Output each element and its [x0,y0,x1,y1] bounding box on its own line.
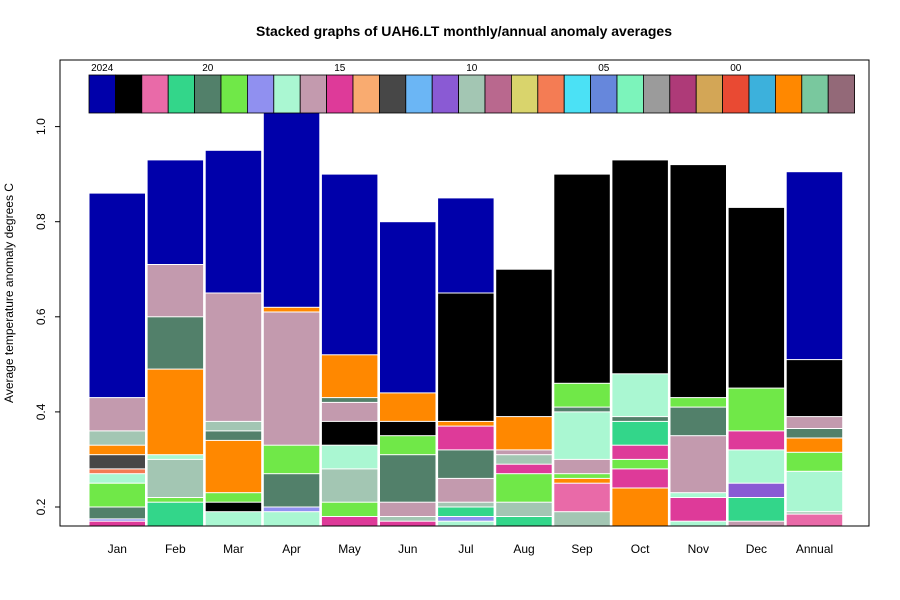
legend-swatch-2024 [88,74,116,114]
bar-stack-jan [88,192,146,527]
y-tick-label: 0.2 [34,498,48,515]
legend-swatch-2013 [378,74,407,114]
bar-stack-mar [204,149,263,527]
legend-label-2024: 2024 [91,63,114,74]
legend-swatch-2022 [141,74,169,114]
bar-segment-may-2015 [320,516,379,527]
legend-swatch-2008 [510,74,539,114]
bar-segment-dec-2016 [727,520,786,527]
legend-swatch-2000 [722,74,750,114]
y-tick-label: 1.0 [34,118,48,135]
bar-segment-apr-2017 [262,511,321,527]
bar-segment-annual-2022 [785,513,844,527]
legend-swatch-2017 [273,74,301,114]
bar-segment-jul-2017 [437,520,495,527]
y-tick-label: 0.6 [34,308,48,325]
x-tick-label-aug: Aug [513,542,534,556]
x-tick-label-nov: Nov [688,542,709,556]
legend-swatch-2016 [299,74,328,114]
x-tick-label-mar: Mar [223,542,244,556]
legend-swatch-2001 [695,74,724,114]
legend-swatch-2011 [431,74,460,114]
bar-stack-nov [669,164,727,527]
y-axis: 0.2 0.4 0.6 0.8 1.0 [34,118,60,515]
x-tick-label-may: May [338,542,361,556]
legend-swatch-1997 [801,74,829,114]
legend-label-2005: 05 [598,63,610,74]
bar-segment-aug-2021 [495,516,553,527]
legend-label-2020: 20 [202,63,214,74]
bar-segment-jun-2015 [379,520,437,527]
bar-stack-may [320,173,379,527]
legend-swatch-2020 [194,74,222,114]
bar-segment-oct-1998 [611,487,669,527]
legend-swatch-2009 [484,74,512,114]
legend-swatch-2015 [326,74,354,114]
x-tick-label-oct: Oct [631,542,650,556]
x-tick-label-apr: Apr [282,542,301,556]
chart-title: Stacked graphs of UAH6.LT monthly/annual… [256,23,672,39]
bar-segment-feb-2021 [146,501,205,527]
legend-swatch-2002 [669,74,697,114]
bar-stack-feb [146,159,205,527]
x-axis: Jan Feb Mar Apr May Jun Jul Aug Sep Oct Nov Dec Annu… [108,542,834,556]
legend-swatch-2018 [246,74,275,114]
bar-segment-jan-2015 [88,520,146,527]
bar-stack-dec [727,206,786,527]
bars-layer [88,102,844,527]
x-tick-label-jan: Jan [108,542,127,556]
legend-swatch-2007 [537,74,565,114]
bar-segment-sep-2010 [553,511,611,527]
bar-segment-nov-2017 [669,520,727,527]
legend-swatch-2021 [167,74,195,114]
y-tick-label: 0.8 [34,213,48,230]
bar-stack-annual [785,171,844,527]
plot-frame [59,59,870,527]
legend-swatch-2006 [563,74,592,114]
legend-swatch-2019 [220,74,248,114]
x-tick-label-dec: Dec [746,542,767,556]
legend-swatch-2003 [643,74,671,114]
legend: 2024 20 15 10 05 00 [88,63,856,114]
y-tick-label: 0.4 [34,403,48,420]
legend-swatch-1999 [748,74,776,114]
legend-swatch-2004 [616,74,644,114]
legend-swatch-2005 [590,74,618,114]
bar-stack-aug [495,268,553,527]
legend-label-2000: 00 [730,63,742,74]
bar-stack-apr [262,102,321,527]
legend-label-2010: 10 [466,63,478,74]
x-tick-label-sep: Sep [571,542,593,556]
legend-label-2015: 15 [334,63,346,74]
bar-stack-jun [379,221,437,527]
x-tick-label-annual: Annual [796,542,833,556]
x-tick-label-jul: Jul [458,542,473,556]
legend-swatch-2014 [352,74,380,114]
legend-swatch-1996 [827,74,856,114]
bar-stack-oct [611,159,669,527]
x-tick-label-feb: Feb [165,542,186,556]
x-tick-label-jun: Jun [398,542,417,556]
legend-swatch-2023 [115,74,143,114]
bar-stack-jul [437,197,495,527]
legend-swatch-1998 [775,74,803,114]
legend-swatch-2012 [405,74,433,114]
legend-swatch-2010 [458,74,486,114]
bar-segment-mar-2017 [204,511,263,527]
bar-stack-sep [553,173,611,527]
y-axis-title: Average temperature anomaly degrees C [2,183,16,403]
